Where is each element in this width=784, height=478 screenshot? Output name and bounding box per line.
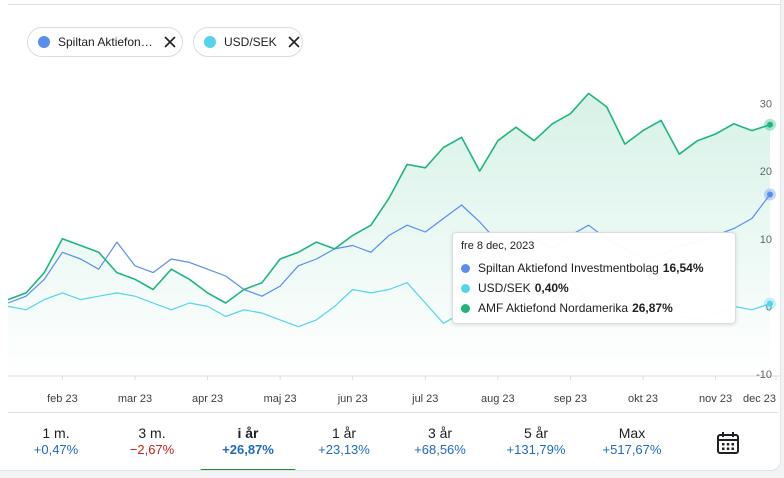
period-label: 1 år (331, 425, 357, 441)
tooltip-name: AMF Aktiefond Nordamerika (478, 301, 629, 315)
close-icon[interactable] (287, 35, 301, 49)
period-label: 3 m. (138, 425, 166, 441)
chip-spiltan-label: Spiltan Aktiefon… (58, 35, 153, 49)
period-label: i år (237, 425, 259, 441)
tooltip-name: Spiltan Aktiefond Investmentbolag (478, 261, 659, 275)
close-icon[interactable] (163, 35, 177, 49)
tooltip-row-usdsek: USD/SEK 0,40% (461, 278, 727, 298)
y-tick-label: 30 (760, 99, 772, 111)
x-tick-label: feb 23 (47, 393, 78, 405)
calendar-icon[interactable] (714, 430, 742, 456)
usdsek-dot-icon (204, 36, 216, 48)
x-tick-label: jun 23 (337, 393, 368, 405)
tooltip-value: 26,87% (632, 301, 673, 315)
x-tick-label: dec 23 (743, 393, 776, 405)
period-5y[interactable]: 5 år +131,79% (488, 413, 584, 470)
tooltip-value: 16,54% (662, 261, 704, 275)
period-1m[interactable]: 1 m. +0,47% (8, 413, 104, 470)
period-value: +517,67% (602, 442, 662, 457)
spiltan-dot-icon (461, 263, 470, 273)
x-tick-label: nov 23 (699, 393, 732, 405)
period-value: +23,13% (318, 442, 370, 457)
tooltip-value: 0,40% (534, 281, 569, 295)
amf-dot-icon (461, 303, 470, 313)
period-value: −2,67% (129, 442, 175, 457)
period-label: 5 år (523, 425, 549, 441)
usdsek-marker (767, 300, 773, 307)
period-value: +26,87% (222, 442, 274, 457)
period-tabs: 1 m. +0,47% 3 m. −2,67% i år +26,87% 1 å… (8, 412, 778, 470)
usdsek-dot-icon (461, 283, 470, 293)
tooltip-date: fre 8 dec, 2023 (461, 240, 535, 252)
x-tick-label: mar 23 (118, 393, 152, 405)
x-tick-label: maj 23 (264, 393, 297, 405)
period-ytd[interactable]: i år +26,87% (200, 413, 296, 470)
period-value: +68,56% (414, 442, 466, 457)
x-tick-label: apr 23 (192, 393, 223, 405)
top-divider (8, 4, 780, 5)
chip-spiltan[interactable]: Spiltan Aktiefon… (27, 27, 183, 57)
tooltip-row-spiltan: Spiltan Aktiefond Investmentbolag 16,54% (461, 258, 727, 278)
x-tick-label: aug 23 (481, 393, 515, 405)
x-tick-label: okt 23 (628, 393, 658, 405)
period-label: Max (618, 425, 646, 441)
period-1y[interactable]: 1 år +23,13% (296, 413, 392, 470)
x-tick-label: jul 23 (411, 393, 438, 405)
x-tick-label: sep 23 (554, 393, 587, 405)
amf-marker (767, 121, 773, 128)
chip-usdsek-label: USD/SEK (224, 35, 277, 49)
period-max[interactable]: Max +517,67% (584, 413, 680, 470)
tooltip-row-amf: AMF Aktiefond Nordamerika 26,87% (461, 298, 727, 318)
spiltan-dot-icon (38, 36, 50, 48)
period-label: 1 m. (42, 425, 70, 441)
spiltan-marker (767, 191, 773, 198)
period-3m[interactable]: 3 m. −2,67% (104, 413, 200, 470)
chart-tooltip: fre 8 dec, 2023 Spiltan Aktiefond Invest… (452, 232, 736, 324)
chip-usdsek[interactable]: USD/SEK (193, 27, 303, 57)
period-3y[interactable]: 3 år +68,56% (392, 413, 488, 470)
period-value: +131,79% (506, 442, 566, 457)
period-value: +0,47% (33, 442, 79, 457)
amf-line (7, 92, 771, 304)
period-label: 3 år (427, 425, 453, 441)
tooltip-name: USD/SEK (478, 281, 531, 295)
